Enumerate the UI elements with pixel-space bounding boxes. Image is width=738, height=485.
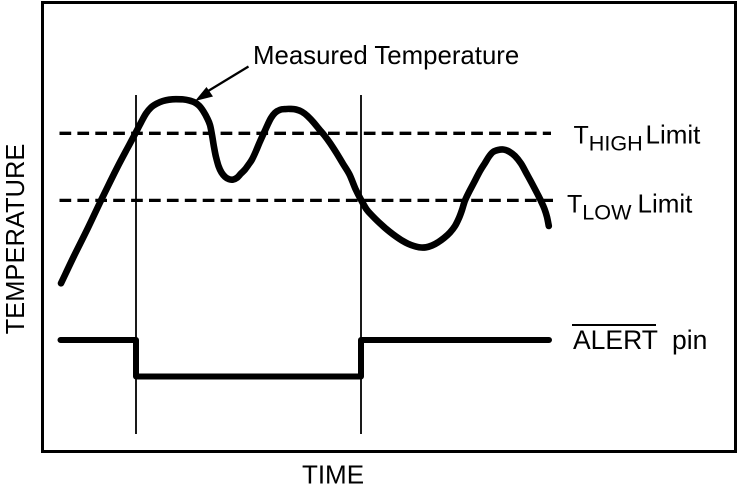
svg-text:TEMPERATURE: TEMPERATURE xyxy=(2,144,30,335)
svg-text:TIME: TIME xyxy=(302,460,364,485)
svg-text:Measured Temperature: Measured Temperature xyxy=(253,42,519,70)
svg-text:pin: pin xyxy=(672,325,707,355)
svg-text:ALERT: ALERT xyxy=(573,325,658,355)
